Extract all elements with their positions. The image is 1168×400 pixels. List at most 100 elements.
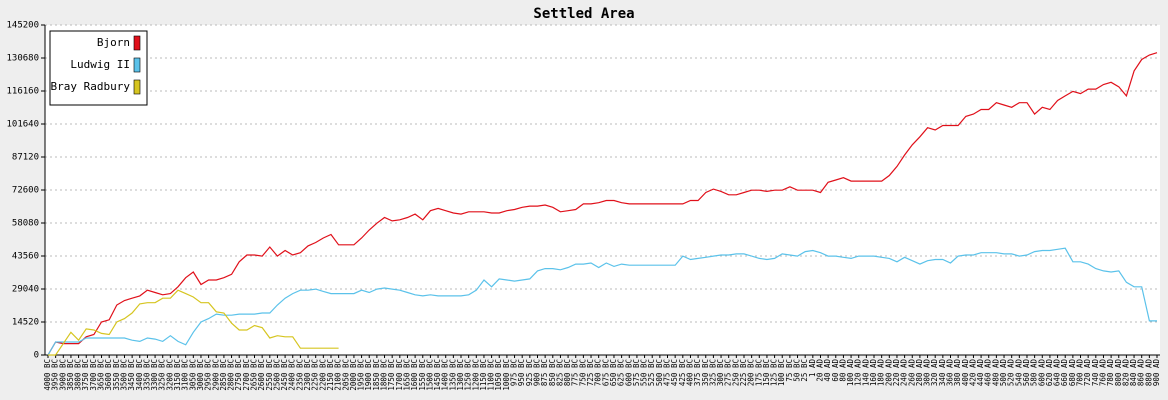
x-tick-label: 4000 BC [43,359,52,391]
x-tick-label: 600 BC [624,359,633,386]
x-tick-label: 925 BC [525,359,534,386]
x-tick-label: 100 AD [846,359,855,387]
x-tick-label: 1850 BC [372,359,381,391]
x-tick-label: 825 BC [555,359,564,386]
x-tick-label: 2500 BC [272,359,281,391]
x-tick-label: 3000 BC [196,359,205,391]
x-tick-label: 1150 BC [479,359,488,391]
x-tick-label: 3850 BC [66,359,75,391]
x-tick-label: 720 AD [1083,359,1092,387]
x-tick-label: 675 BC [601,359,610,386]
x-tick-label: 2900 BC [211,359,220,391]
x-tick-label: 200 AD [884,359,893,387]
x-tick-label: 640 AD [1053,359,1062,387]
x-tick-label: 125 BC [770,359,779,386]
x-tick-label: 50 BC [793,359,802,382]
x-tick-label: 2300 BC [303,359,312,391]
x-tick-label: 2550 BC [265,359,274,391]
x-tick-label: 320 AD [930,359,939,387]
x-tick-label: 25 BC [800,359,809,382]
x-tick-label: 860 AD [1137,359,1146,387]
x-tick-label: 360 AD [945,359,954,387]
x-tick-label: 325 BC [708,359,717,386]
x-tick-label: 540 AD [1014,359,1023,387]
x-tick-label: 1400 BC [441,359,450,391]
y-tick-label: 43560 [12,252,39,262]
x-tick-label: 2150 BC [326,359,335,391]
x-tick-label: 3550 BC [112,359,121,391]
x-tick-label: 3050 BC [188,359,197,391]
y-tick-label: 72600 [12,186,39,196]
x-tick-label: 2200 BC [318,359,327,391]
x-tick-label: 300 AD [923,359,932,387]
x-tick-label: 575 BC [632,359,641,386]
x-tick-label: 2600 BC [257,359,266,391]
x-tick-label: 20 AD [815,359,824,382]
x-tick-label: 1750 BC [387,359,396,391]
x-tick-label: 975 BC [510,359,519,386]
y-tick-label: 58080 [12,219,39,229]
x-tick-label: 1500 BC [425,359,434,391]
x-tick-label: 40 AD [823,359,832,382]
x-tick-label: 1350 BC [448,359,457,391]
y-tick-label: 145200 [6,21,39,31]
x-tick-label: 1100 BC [487,359,496,391]
x-tick-label: 2650 BC [250,359,259,391]
x-tick-label: 150 BC [762,359,771,386]
legend-swatch [133,57,141,73]
x-tick-label: 1650 BC [402,359,411,391]
x-tick-label: 500 BC [655,359,664,386]
x-tick-label: 240 AD [900,359,909,387]
x-tick-label: 480 AD [991,359,1000,387]
x-tick-label: 340 AD [938,359,947,387]
x-tick-label: 1700 BC [395,359,404,391]
x-tick-label: 80 AD [838,359,847,382]
x-tick-label: 275 BC [724,359,733,386]
chart-title: Settled Area [533,6,634,22]
x-tick-label: 460 AD [984,359,993,387]
legend-box [49,30,148,106]
x-tick-label: 420 AD [968,359,977,387]
x-tick-label: 475 BC [663,359,672,386]
y-tick-label: 14520 [12,318,39,328]
series-line [48,289,339,356]
x-tick-label: 450 BC [670,359,679,386]
x-tick-label: 950 BC [517,359,526,386]
x-tick-label: 700 AD [1076,359,1085,387]
legend-label: Bjorn [97,36,130,49]
x-tick-label: 1950 BC [357,359,366,391]
x-tick-label: 880 AD [1144,359,1153,387]
x-tick-label: 3800 BC [74,359,83,391]
x-tick-label: 2250 BC [311,359,320,391]
x-tick-label: 700 BC [594,359,603,386]
x-tick-label: 500 AD [999,359,1008,387]
x-tick-label: 200 BC [747,359,756,386]
y-tick-label: 101640 [6,120,39,130]
x-tick-label: 625 BC [617,359,626,386]
x-tick-label: 550 BC [640,359,649,386]
x-tick-label: 440 AD [976,359,985,387]
x-tick-label: 520 AD [1007,359,1016,387]
x-tick-label: 1200 BC [471,359,480,391]
x-tick-label: 180 AD [877,359,886,387]
x-tick-label: 175 BC [754,359,763,386]
x-tick-label: 800 BC [563,359,572,386]
x-tick-label: 800 AD [1114,359,1123,387]
x-tick-label: 600 AD [1037,359,1046,387]
x-tick-label: 820 AD [1121,359,1130,387]
legend-label: Bray Radbury [51,80,131,93]
x-tick-label: 380 AD [953,359,962,387]
x-tick-label: 160 AD [869,359,878,387]
x-tick-label: 1 AD [808,359,817,378]
x-tick-label: 220 AD [892,359,901,387]
y-tick-label: 130680 [6,54,39,64]
x-tick-label: 3450 BC [127,359,136,391]
x-tick-label: 2850 BC [219,359,228,391]
x-tick-label: 2100 BC [334,359,343,391]
x-tick-label: 1000 BC [502,359,511,391]
x-tick-label: 525 BC [647,359,656,386]
x-tick-label: 3100 BC [181,359,190,391]
x-tick-label: 775 BC [571,359,580,386]
x-tick-label: 3900 BC [58,359,67,391]
x-tick-label: 660 AD [1060,359,1069,387]
